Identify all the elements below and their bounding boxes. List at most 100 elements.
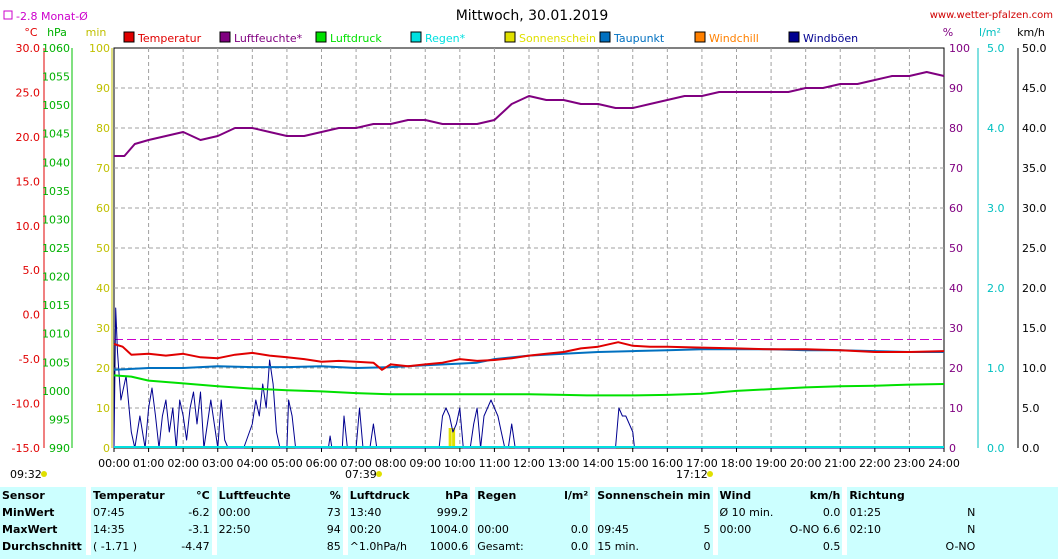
rain-max-value: 0.0	[570, 523, 589, 536]
rain-total-value: 0.0	[570, 540, 589, 553]
temp-tick-label: 30.0	[16, 42, 41, 55]
sunshine-bar	[448, 428, 452, 448]
humidity-tick-label: 40	[949, 282, 963, 295]
temp-tick-label: 25.0	[16, 86, 41, 99]
wind-max-value: O-NO 6.6	[789, 523, 841, 536]
stats-head-temperature-unit: °C	[196, 489, 210, 502]
x-tick-label: 04:00	[236, 457, 268, 470]
pressure-series	[113, 374, 945, 397]
rain-tick-label: 4.0	[987, 122, 1005, 135]
humidity-tick-label: 50	[949, 242, 963, 255]
rain-min-time	[475, 504, 545, 521]
row-label: Durchschnitt	[2, 540, 82, 553]
temp-tick-label: -5.0	[19, 353, 40, 366]
pressure-tick-label: 1015	[42, 299, 70, 312]
stats-head-pressure-unit: hPa	[445, 489, 469, 502]
hum-min-value: 73	[326, 506, 341, 519]
temp-tick-label: 20.0	[16, 131, 41, 144]
temp-tick-label: -15.0	[12, 442, 40, 455]
minutes-tick-label: 40	[96, 282, 110, 295]
wind-max-time: 00:00	[719, 523, 752, 536]
sunrise-like-time: 09:32	[10, 468, 42, 481]
legend-label: Regen*	[425, 32, 466, 45]
row-label: MaxWert	[2, 523, 58, 536]
x-tick-label: 10:00	[444, 457, 476, 470]
sun-icon	[41, 471, 47, 477]
legend-label: Windböen	[803, 32, 858, 45]
pres-trend: ^1.0hPa/h	[349, 540, 407, 553]
wind-tick-label: 5.0	[1022, 402, 1040, 415]
pres-max-value: 1004.0	[429, 523, 469, 536]
legend-label: Luftfeuchte*	[234, 32, 303, 45]
sun-max-time: 09:45	[597, 523, 629, 536]
stats-table: Sensor Temperatur °C Luftfeuchte% Luftdru…	[0, 487, 977, 555]
stats-header-row: Sensor Temperatur °C Luftfeuchte% Luftdru…	[0, 487, 977, 504]
humidity-tick-label: 20	[949, 362, 963, 375]
minutes-tick-label: 30	[96, 322, 110, 335]
site-url[interactable]: www.wetter-pfalzen.com	[930, 10, 1053, 21]
pressure-tick-label: 1010	[42, 328, 70, 341]
legend-swatch	[123, 31, 135, 43]
legend-label: Taupunkt	[613, 32, 665, 45]
pressure-tick-label: 1000	[42, 385, 70, 398]
rain-unit-label: l/m²	[979, 26, 1001, 39]
legend-label: Temperatur	[137, 32, 202, 45]
weather-chart: -2.8 Monat-Ø Mittwoch, 30.01.2019 www.we…	[3, 8, 1053, 481]
minutes-tick-label: 20	[96, 362, 110, 375]
rain-tick-label: 5.0	[987, 42, 1005, 55]
humidity-tick-label: 90	[949, 82, 963, 95]
minutes-unit-label: min	[86, 26, 107, 39]
temperature-series	[113, 341, 945, 371]
x-tick-label: 05:00	[271, 457, 303, 470]
dir-avg-time	[847, 538, 925, 555]
temp-avg-value: -4.47	[181, 540, 210, 553]
stats-head-sunshine: Sonnenschein min	[597, 489, 711, 502]
x-tick-label: 11:00	[479, 457, 511, 470]
pressure-tick-label: 1045	[42, 128, 70, 141]
stats-panel: Sensor Temperatur °C Luftfeuchte% Luftdru…	[0, 487, 1058, 559]
wind-min-label: Ø 10 min.	[719, 506, 774, 519]
rain-tick-label: 2.0	[987, 282, 1005, 295]
wind-tick-label: 45.0	[1022, 82, 1047, 95]
pressure-tick-label: 1040	[42, 156, 70, 169]
x-tick-label: 09:00	[409, 457, 441, 470]
chart-title: Mittwoch, 30.01.2019	[456, 8, 609, 24]
humidity-series	[114, 71, 945, 157]
sunset-icon	[707, 471, 713, 477]
stats-head-temperature: Temperatur	[93, 489, 165, 502]
stats-head-sensor: Sensor	[2, 489, 45, 502]
x-tick-label: 06:00	[306, 457, 338, 470]
minutes-tick-label: 70	[96, 162, 110, 175]
humidity-tick-label: 30	[949, 322, 963, 335]
stats-head-direction: Richtung	[849, 489, 905, 502]
pressure-tick-label: 995	[49, 413, 70, 426]
legend-swatch	[410, 31, 422, 43]
sunrise-time: 07:39	[345, 468, 377, 481]
x-tick-label: 24:00	[928, 457, 960, 470]
stats-head-humidity: Luftfeuchte	[218, 489, 291, 502]
minutes-tick-label: 90	[96, 82, 110, 95]
pressure-tick-label: 990	[49, 442, 70, 455]
x-tick-label: 03:00	[202, 457, 234, 470]
stats-head-pressure: Luftdruck	[349, 489, 410, 502]
temp-tick-label: 10.0	[16, 220, 41, 233]
rain-tick-label: 1.0	[987, 362, 1005, 375]
legend-swatch	[504, 31, 516, 43]
pres-avg-value: 1000.6	[429, 540, 469, 553]
minutes-tick-label: 100	[89, 42, 110, 55]
x-tick-label: 07:00	[340, 457, 372, 470]
x-tick-label: 14:00	[582, 457, 614, 470]
sunrise-icon	[376, 471, 382, 477]
temp-tick-label: 5.0	[23, 264, 41, 277]
x-tick-label: 01:00	[133, 457, 165, 470]
hum-avg-note	[217, 538, 293, 555]
stats-head-wind: Wind	[719, 489, 752, 502]
x-tick-label: 16:00	[651, 457, 683, 470]
pressure-tick-label: 1005	[42, 356, 70, 369]
wind-avg-label	[718, 538, 788, 555]
sunshine-bar	[452, 428, 456, 448]
wind-tick-label: 15.0	[1022, 322, 1047, 335]
temp-unit-label: °C	[24, 26, 38, 39]
humidity-tick-label: 100	[949, 42, 970, 55]
legend-label: Windchill	[709, 32, 759, 45]
